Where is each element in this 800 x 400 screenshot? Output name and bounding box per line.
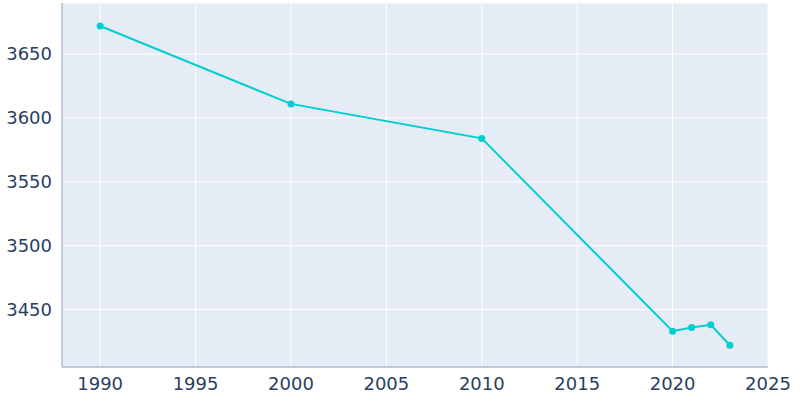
svg-text:2025: 2025: [745, 373, 791, 394]
svg-text:3450: 3450: [8, 299, 52, 320]
svg-text:3500: 3500: [8, 235, 52, 256]
svg-text:3550: 3550: [8, 171, 52, 192]
svg-text:2015: 2015: [554, 373, 600, 394]
svg-text:2020: 2020: [650, 373, 696, 394]
svg-text:2000: 2000: [268, 373, 314, 394]
svg-text:3600: 3600: [8, 107, 52, 128]
svg-text:3650: 3650: [8, 43, 52, 64]
svg-text:1990: 1990: [77, 373, 123, 394]
svg-text:2010: 2010: [459, 373, 505, 394]
svg-text:1995: 1995: [173, 373, 219, 394]
svg-text:2005: 2005: [363, 373, 409, 394]
